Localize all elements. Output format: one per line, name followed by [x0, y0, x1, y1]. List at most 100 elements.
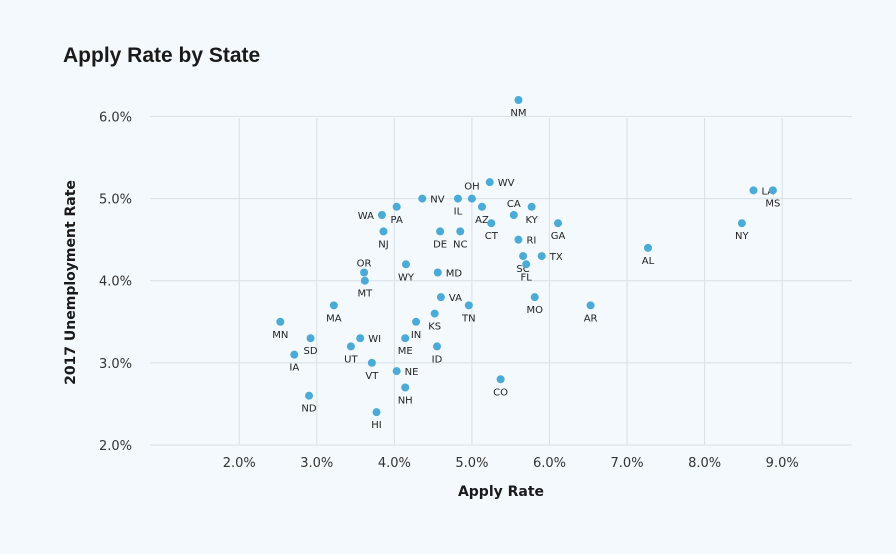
point-label: FL: [521, 272, 533, 283]
y-axis-label: 2017 Unemployment Rate: [63, 180, 79, 385]
point-label: WY: [398, 272, 415, 283]
data-point: [346, 342, 355, 351]
data-point: [418, 194, 427, 203]
point-label: WA: [358, 211, 374, 222]
point-label: ME: [398, 346, 413, 357]
data-point: [453, 194, 462, 203]
data-point: [329, 301, 338, 310]
point-label: RI: [526, 236, 536, 247]
point-label: LA: [761, 186, 774, 197]
point-label: AR: [584, 313, 598, 324]
point-label: MD: [446, 269, 463, 280]
data-point: [514, 235, 523, 244]
point-label: IN: [411, 330, 421, 341]
point-label: MN: [272, 330, 288, 341]
data-point: [749, 186, 758, 195]
data-point: [643, 243, 652, 252]
point-label: NC: [453, 239, 467, 250]
data-point: [554, 219, 563, 228]
y-tick-label: 6.0%: [99, 110, 132, 125]
data-point: [290, 350, 299, 359]
point-label: PA: [391, 215, 403, 226]
data-point: [306, 334, 315, 343]
point-label: IA: [289, 363, 299, 374]
data-point: [372, 408, 381, 417]
point-label: KS: [428, 322, 441, 333]
data-point: [367, 358, 376, 367]
x-tick-label: 4.0%: [378, 456, 411, 471]
point-label: NE: [405, 367, 419, 378]
data-point: [360, 276, 369, 285]
data-point: [430, 309, 439, 318]
point-label: CT: [485, 231, 499, 242]
data-point: [496, 375, 505, 384]
data-point: [392, 202, 401, 211]
x-tick-label: 2.0%: [223, 456, 256, 471]
chart-title: Apply Rate by State: [63, 44, 261, 67]
point-label: IL: [454, 207, 463, 218]
data-point: [487, 219, 496, 228]
point-label: VT: [365, 371, 379, 382]
data-point: [522, 260, 531, 269]
point-label: WV: [498, 178, 515, 189]
data-point: [401, 260, 410, 269]
data-point: [436, 227, 445, 236]
data-point: [537, 252, 546, 261]
data-point: [485, 178, 494, 187]
point-label: OH: [464, 182, 479, 193]
point-label: CA: [507, 199, 521, 210]
data-point: [477, 202, 486, 211]
x-tick-label: 9.0%: [766, 456, 799, 471]
point-label: NY: [735, 231, 749, 242]
point-label: SC: [516, 264, 529, 275]
point-label: VA: [449, 293, 462, 304]
data-point: [519, 252, 528, 261]
data-point: [412, 317, 421, 326]
point-label: AL: [642, 256, 655, 267]
point-label: TN: [461, 313, 476, 324]
data-point: [436, 293, 445, 302]
point-label: UT: [344, 354, 358, 365]
x-tick-label: 7.0%: [611, 456, 644, 471]
point-label: OR: [357, 259, 372, 270]
data-point: [392, 367, 401, 376]
point-label: NJ: [378, 239, 388, 250]
data-point: [586, 301, 595, 310]
point-label: MA: [326, 313, 342, 324]
x-axis-label: Apply Rate: [458, 484, 544, 500]
point-label: NV: [430, 195, 444, 206]
data-point: [768, 186, 777, 195]
data-point: [356, 334, 365, 343]
data-point: [530, 293, 539, 302]
point-label: SD: [304, 346, 318, 357]
point-label: ID: [432, 354, 443, 365]
data-point: [433, 342, 442, 351]
y-tick-label: 3.0%: [99, 357, 132, 372]
point-label: HI: [371, 420, 381, 431]
point-label: MT: [357, 289, 373, 300]
x-tick-label: 6.0%: [533, 456, 566, 471]
point-label: NM: [510, 108, 526, 119]
point-label: CO: [493, 387, 508, 398]
point-label: DE: [433, 239, 447, 250]
data-point: [360, 268, 369, 277]
y-tick-label: 5.0%: [99, 193, 132, 208]
point-label: ND: [301, 404, 316, 415]
data-point: [305, 391, 314, 400]
point-label: TX: [549, 252, 563, 263]
data-point: [527, 202, 536, 211]
data-point: [377, 211, 386, 219]
x-tick-label: 5.0%: [455, 456, 488, 471]
data-point: [737, 219, 746, 228]
data-point: [514, 96, 523, 104]
point-label: NH: [398, 396, 413, 407]
y-tick-label: 4.0%: [99, 275, 132, 290]
y-tick-label: 2.0%: [99, 439, 132, 454]
data-point: [401, 383, 410, 392]
data-point: [433, 268, 442, 277]
data-point: [467, 194, 476, 203]
point-label: MO: [526, 305, 543, 316]
point-label: AZ: [475, 215, 489, 226]
